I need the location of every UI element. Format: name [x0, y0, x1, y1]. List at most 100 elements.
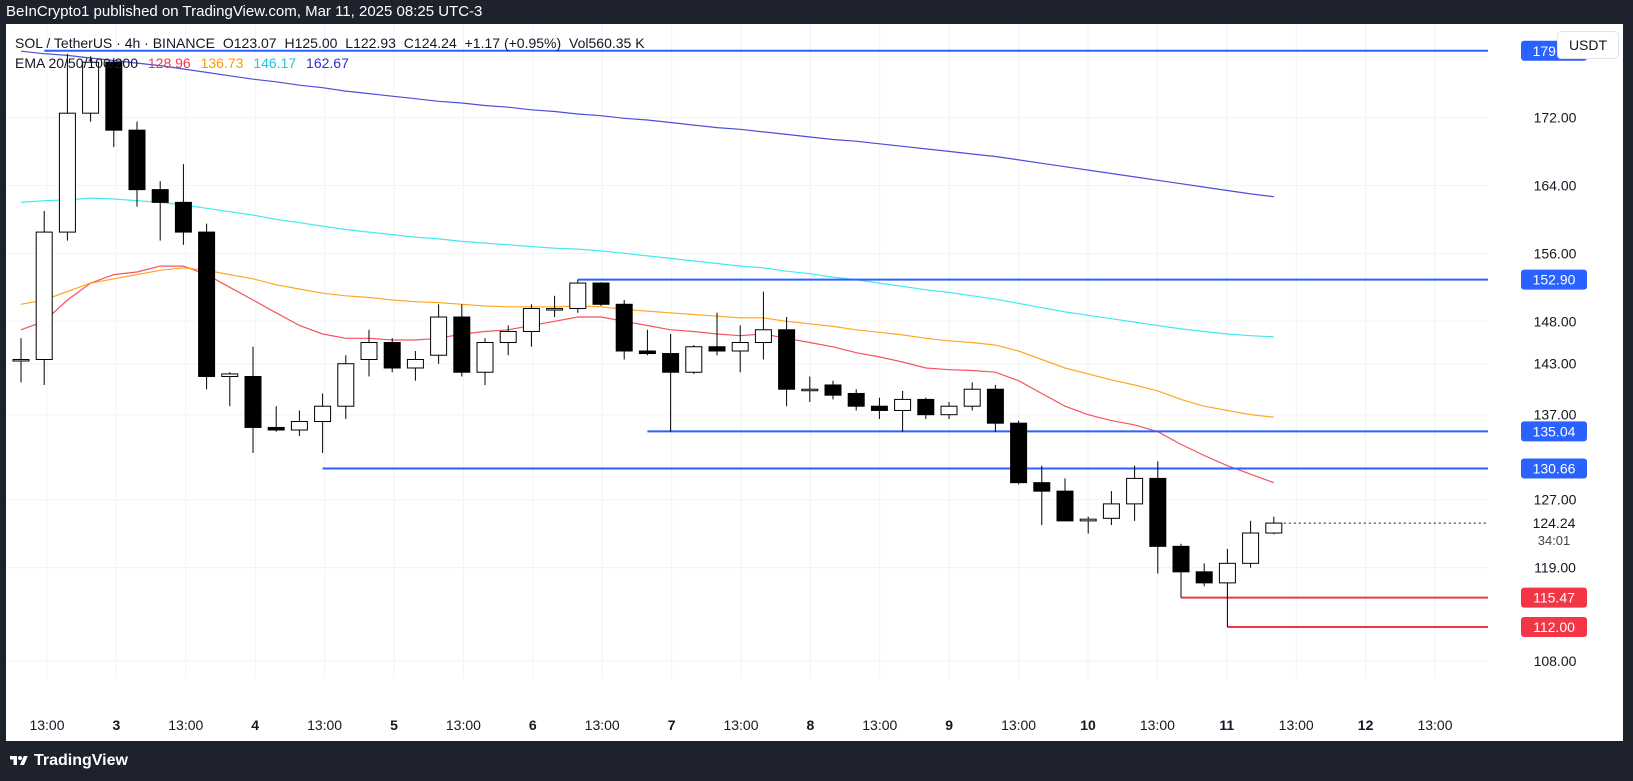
ema-line-3 — [20, 197, 1274, 338]
axes: 172.00 164.00 156.00 148.00 143.00 137.00 127.… — [29, 40, 1587, 733]
x-tick-label: 7 — [668, 717, 676, 733]
candle-body — [58, 112, 76, 233]
candle-body — [82, 61, 100, 114]
candle-body — [406, 358, 424, 369]
x-tick-label: 8 — [807, 717, 815, 733]
x-tick-label: 13:00 — [1279, 717, 1314, 733]
close-value: C124.24 — [403, 35, 457, 51]
candle-body — [12, 358, 30, 362]
candle-body — [198, 231, 216, 377]
x-tick-label: 4 — [251, 717, 259, 733]
candle-body — [522, 308, 540, 332]
candle-body — [383, 342, 401, 369]
candles — [12, 53, 1283, 628]
candle-body — [662, 353, 680, 373]
last-price-label: 124.24 — [1533, 515, 1576, 531]
high-value: H125.00 — [284, 35, 338, 51]
candle-body — [1056, 490, 1074, 522]
candle-body — [1102, 503, 1120, 519]
y-tick-label: 164.00 — [1534, 177, 1577, 193]
x-tick-label: 13:00 — [1001, 717, 1036, 733]
level-label-bg — [1521, 587, 1587, 608]
candle-body — [1149, 477, 1167, 547]
level-label-bg — [1521, 458, 1587, 479]
ema200-value: 162.67 — [306, 55, 349, 71]
candle-body — [1010, 422, 1028, 484]
candle-body — [847, 392, 865, 407]
candle-body — [151, 189, 169, 203]
candle-body — [290, 420, 308, 431]
ema50-value: 136.73 — [200, 55, 244, 71]
level-label: 152.90 — [1533, 272, 1576, 288]
candle-body — [1172, 545, 1190, 573]
candle-body — [314, 405, 332, 422]
x-tick-label: 13:00 — [862, 717, 897, 733]
candle-body — [986, 388, 1004, 424]
x-tick-label: 13:00 — [723, 717, 758, 733]
level-label: 112.00 — [1533, 619, 1575, 635]
x-tick-label: 13:00 — [1417, 717, 1452, 733]
ema-label: EMA 20/50/100/200 — [15, 55, 138, 71]
level-label: 130.66 — [1533, 461, 1576, 477]
chart-panel — [6, 24, 1623, 741]
open-value: O123.07 — [222, 35, 277, 51]
candle-body — [754, 329, 772, 344]
x-tick-label: 13:00 — [585, 717, 620, 733]
candle-body — [105, 61, 123, 131]
candle-body — [499, 330, 517, 344]
ema-line-1 — [20, 265, 1275, 484]
tradingview-logo-icon — [10, 756, 28, 765]
candle-body — [638, 350, 656, 355]
publisher-line: BeInCrypto1 published on TradingView.com… — [0, 0, 1633, 24]
y-tick-label: 119.00 — [1534, 560, 1576, 576]
x-tick-label: 6 — [529, 717, 537, 733]
currency-button[interactable]: USDT — [1557, 31, 1619, 59]
tradingview-logo[interactable]: TradingView — [10, 752, 128, 770]
candle-body — [801, 388, 819, 392]
candle-body — [1033, 482, 1051, 492]
symbol-label[interactable]: SOL / TetherUS · 4h · BINANCE — [15, 35, 215, 51]
candle-body — [1195, 571, 1213, 584]
x-tick-label: 13:00 — [1140, 717, 1175, 733]
level-label-bg — [1521, 269, 1587, 290]
candle-body — [894, 398, 912, 411]
y-tick-label: 143.00 — [1534, 356, 1577, 372]
candle-body — [360, 342, 378, 360]
x-tick-label: 13:00 — [307, 717, 342, 733]
x-tick-label: 5 — [390, 717, 398, 733]
candle-body — [615, 303, 633, 352]
grid — [6, 24, 1488, 678]
candle-body — [430, 316, 448, 356]
candle-body — [963, 388, 981, 407]
ema-legend[interactable]: EMA 20/50/100/200 128.96 136.73 146.17 1… — [15, 55, 355, 71]
candle-body — [1242, 532, 1260, 564]
y-tick-label: 127.00 — [1534, 492, 1577, 508]
change-value: +1.17 (+0.95%) — [464, 35, 562, 51]
candle-body — [778, 329, 796, 390]
candle-body — [870, 405, 888, 411]
candle-body — [35, 231, 53, 360]
y-tick-label: 137.00 — [1534, 407, 1577, 423]
candle-body — [174, 201, 192, 233]
candle-body — [1218, 562, 1236, 584]
ema-line-2 — [20, 267, 1274, 418]
y-tick-label: 148.00 — [1534, 313, 1577, 329]
ema-line-4 — [20, 50, 1274, 198]
x-tick-label: 3 — [113, 717, 121, 733]
candle-body — [731, 342, 749, 352]
candle-body — [1265, 522, 1283, 534]
y-tick-label: 108.00 — [1534, 653, 1577, 669]
symbol-legend: SOL / TetherUS · 4h · BINANCE O123.07 H1… — [15, 35, 649, 51]
candle-body — [546, 308, 564, 311]
countdown-label: 34:01 — [1538, 533, 1571, 548]
candle-body — [221, 373, 239, 377]
x-tick-label: 10 — [1080, 717, 1096, 733]
y-tick-label: 156.00 — [1534, 245, 1577, 261]
footer-bar: TradingView — [0, 741, 1633, 781]
x-tick-label: 13:00 — [446, 717, 481, 733]
x-tick-label: 12 — [1358, 717, 1374, 733]
level-label-bg — [1521, 421, 1587, 442]
low-value: L122.93 — [345, 35, 396, 51]
candlestick-chart[interactable]: 172.00 164.00 156.00 148.00 143.00 137.00 127.… — [0, 0, 1633, 741]
footer-brand: TradingView — [34, 752, 128, 769]
